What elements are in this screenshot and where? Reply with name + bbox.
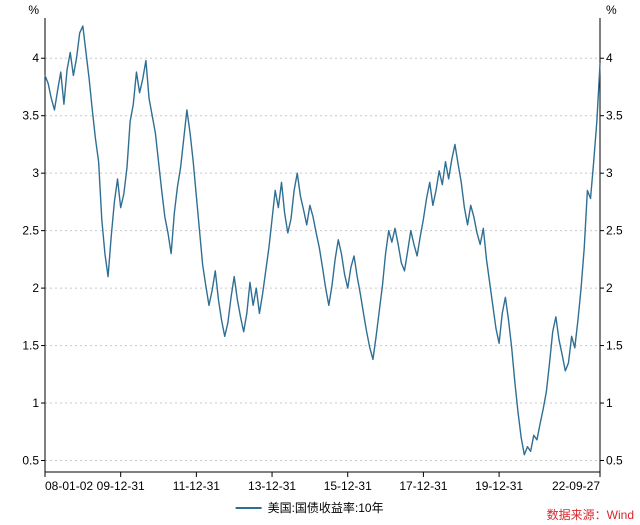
yield-chart: 0.5 0.5 1 1 1.5 1.5 2 2 2.5 2.5 3 3 3.5 3.5 4 4%% 08-01-…: [0, 0, 640, 525]
svg-text:3: 3: [606, 166, 613, 180]
svg-text:0.5: 0.5: [22, 454, 39, 468]
data-source-label: 数据来源：Wind: [547, 506, 634, 523]
svg-text:2.5: 2.5: [606, 224, 623, 238]
svg-text:%: %: [606, 3, 617, 17]
svg-text:08-01-02: 08-01-02: [45, 479, 93, 493]
svg-text:19-12-31: 19-12-31: [475, 479, 523, 493]
svg-text:17-12-31: 17-12-31: [399, 479, 447, 493]
chart-svg: 0.5 0.5 1 1 1.5 1.5 2 2 2.5 2.5 3 3 3.5 3.5 4 4%% 08-01-…: [0, 0, 640, 525]
svg-text:%: %: [28, 3, 39, 17]
svg-text:1.5: 1.5: [606, 339, 623, 353]
svg-text:11-12-31: 11-12-31: [173, 479, 220, 493]
svg-text:2: 2: [32, 281, 39, 295]
svg-text:1.5: 1.5: [22, 339, 39, 353]
svg-text:4: 4: [606, 51, 613, 65]
svg-text:4: 4: [32, 51, 39, 65]
svg-text:3.5: 3.5: [22, 109, 39, 123]
svg-text:0.5: 0.5: [606, 454, 623, 468]
svg-text:22-09-27: 22-09-27: [552, 479, 600, 493]
svg-text:3.5: 3.5: [606, 109, 623, 123]
svg-text:美国:国债收益率:10年: 美国:国债收益率:10年: [268, 500, 384, 515]
svg-text:3: 3: [32, 166, 39, 180]
svg-text:1: 1: [32, 396, 39, 410]
svg-text:2: 2: [606, 281, 613, 295]
svg-text:09-12-31: 09-12-31: [97, 479, 145, 493]
svg-text:1: 1: [606, 396, 613, 410]
svg-text:13-12-31: 13-12-31: [248, 479, 296, 493]
svg-text:15-12-31: 15-12-31: [324, 479, 372, 493]
svg-text:2.5: 2.5: [22, 224, 39, 238]
